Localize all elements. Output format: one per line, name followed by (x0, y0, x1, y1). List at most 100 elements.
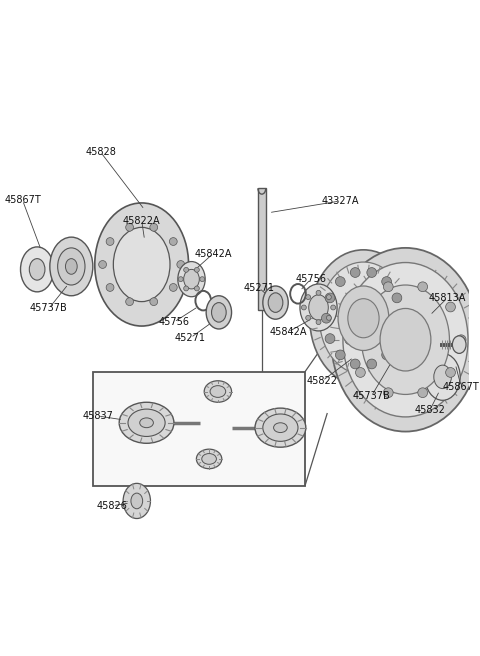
Circle shape (184, 286, 189, 291)
Circle shape (169, 237, 177, 245)
Circle shape (326, 316, 331, 320)
Circle shape (126, 224, 133, 231)
Text: 45756: 45756 (295, 274, 326, 284)
Ellipse shape (263, 414, 298, 441)
Ellipse shape (338, 286, 389, 350)
Text: 45271: 45271 (243, 283, 275, 293)
Text: 45842A: 45842A (194, 249, 232, 258)
Text: 45837: 45837 (82, 411, 113, 421)
Circle shape (169, 283, 177, 291)
Circle shape (184, 268, 189, 272)
Ellipse shape (202, 453, 216, 464)
Ellipse shape (113, 228, 170, 302)
Circle shape (345, 335, 355, 344)
Text: 45822A: 45822A (123, 216, 160, 226)
Ellipse shape (29, 258, 45, 280)
Ellipse shape (50, 237, 93, 296)
Circle shape (99, 260, 107, 268)
Ellipse shape (210, 386, 226, 398)
Text: 45756: 45756 (158, 317, 190, 327)
Text: 45867T: 45867T (443, 382, 480, 392)
Circle shape (306, 316, 311, 320)
Text: 45737B: 45737B (30, 304, 68, 314)
Circle shape (306, 295, 311, 300)
Circle shape (367, 268, 377, 277)
Ellipse shape (343, 262, 468, 417)
Circle shape (336, 350, 345, 359)
Ellipse shape (140, 418, 154, 428)
Circle shape (382, 350, 392, 359)
Ellipse shape (21, 247, 54, 292)
Ellipse shape (320, 262, 408, 375)
Circle shape (301, 305, 306, 310)
Ellipse shape (309, 295, 328, 320)
Ellipse shape (95, 203, 189, 326)
Circle shape (325, 293, 335, 303)
Ellipse shape (128, 409, 165, 436)
Ellipse shape (206, 296, 231, 329)
Circle shape (316, 319, 321, 325)
Circle shape (356, 367, 365, 377)
Ellipse shape (434, 365, 451, 388)
Circle shape (445, 367, 456, 377)
Circle shape (350, 359, 360, 369)
Circle shape (178, 277, 183, 281)
Circle shape (106, 237, 114, 245)
Circle shape (356, 302, 365, 312)
Circle shape (106, 283, 114, 291)
Circle shape (392, 334, 402, 344)
Ellipse shape (184, 270, 199, 289)
Ellipse shape (452, 336, 466, 354)
Ellipse shape (310, 250, 417, 386)
Ellipse shape (212, 302, 226, 322)
Ellipse shape (196, 449, 222, 468)
Ellipse shape (331, 248, 480, 432)
Circle shape (150, 298, 157, 306)
Ellipse shape (131, 493, 143, 509)
Circle shape (177, 260, 185, 268)
Ellipse shape (123, 483, 150, 518)
Circle shape (150, 224, 157, 231)
Bar (93, 372, 305, 486)
Ellipse shape (361, 285, 449, 394)
Text: 45822: 45822 (307, 376, 338, 386)
Ellipse shape (425, 354, 460, 400)
Ellipse shape (348, 298, 379, 338)
Circle shape (396, 314, 406, 323)
Circle shape (384, 388, 393, 398)
Ellipse shape (255, 408, 306, 447)
Circle shape (331, 305, 336, 310)
Circle shape (418, 388, 428, 398)
Ellipse shape (300, 284, 337, 331)
Ellipse shape (380, 308, 431, 371)
Circle shape (200, 277, 204, 281)
Text: 45842A: 45842A (269, 327, 307, 337)
Circle shape (126, 298, 133, 306)
Circle shape (194, 286, 199, 291)
Ellipse shape (178, 262, 205, 297)
Circle shape (350, 268, 360, 277)
Ellipse shape (119, 402, 174, 443)
Text: 45832: 45832 (414, 405, 445, 415)
Text: 45828: 45828 (85, 147, 116, 157)
Ellipse shape (274, 422, 287, 432)
Text: 45813A: 45813A (429, 293, 466, 302)
Circle shape (325, 334, 335, 344)
Circle shape (194, 268, 199, 272)
Circle shape (326, 295, 331, 300)
Circle shape (392, 293, 402, 303)
Text: 45826: 45826 (97, 501, 128, 511)
Text: 45271: 45271 (175, 333, 206, 343)
Ellipse shape (268, 293, 283, 312)
Circle shape (367, 359, 377, 369)
Circle shape (456, 335, 466, 344)
Bar (258, 188, 266, 310)
Circle shape (322, 314, 331, 323)
Circle shape (384, 282, 393, 292)
Ellipse shape (58, 248, 85, 285)
Circle shape (316, 291, 321, 295)
Circle shape (445, 302, 456, 312)
Text: 45737B: 45737B (352, 392, 390, 401)
Ellipse shape (263, 286, 288, 319)
Text: 45867T: 45867T (4, 195, 41, 205)
